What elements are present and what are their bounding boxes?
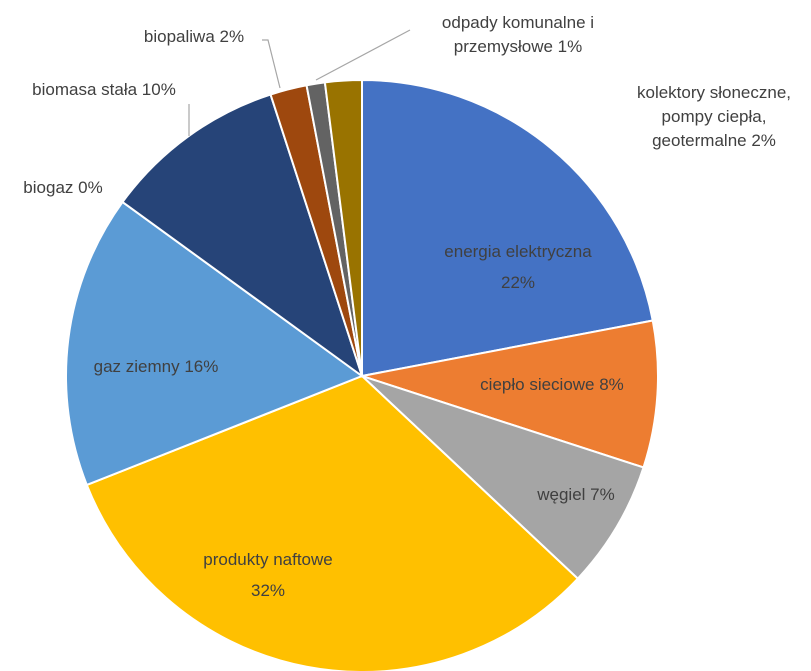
data-label-line: energia elektryczna <box>444 242 592 261</box>
data-label-line: odpady komunalne i <box>442 13 594 32</box>
pie-slice-ciepło-sieciowe <box>361 319 659 469</box>
data-label-line: 32% <box>251 581 285 600</box>
pie-slice-kolektory-słoneczne-pompy-ciepła-geotermalne <box>323 78 363 377</box>
data-label-kolektory-słoneczne-pompy-ciepła-geotermalne: kolektory słoneczne, pompy ciepła, geoterm… <box>637 83 791 150</box>
data-label-line: biopaliwa 2% <box>144 27 244 46</box>
data-label-line: biomasa stała 10% <box>32 80 176 99</box>
data-label-line: kolektory słoneczne, <box>637 83 791 102</box>
pie-slice-gaz-ziemny <box>65 200 365 487</box>
data-label-produkty-naftowe: produkty naftowe 32% <box>203 550 332 600</box>
data-label-line: geotermalne 2% <box>652 131 776 150</box>
data-label-odpady-komunalne-i-przemysłowe: odpady komunalne i przemysłowe 1% <box>442 13 594 56</box>
leader-lines <box>188 29 411 136</box>
data-label-biogaz: biogaz 0% <box>23 178 102 197</box>
pie-slice-produkty-naftowe <box>85 374 580 671</box>
data-label-energia-elektryczna: energia elektryczna 22% <box>444 242 592 292</box>
data-label-węgiel: węgiel 7% <box>536 485 615 504</box>
data-label-line: przemysłowe 1% <box>454 37 583 56</box>
pie-slice-energia-elektryczna <box>361 78 654 378</box>
data-label-line: węgiel 7% <box>536 485 615 504</box>
data-label-line: biogaz 0% <box>23 178 102 197</box>
pie-slice-węgiel <box>361 375 645 581</box>
data-label-line: gaz ziemny 16% <box>94 357 219 376</box>
data-label-biopaliwa: biopaliwa 2% <box>144 27 244 46</box>
data-label-ciepło-sieciowe: ciepło sieciowe 8% <box>480 375 624 394</box>
data-label-biomasa-stała: biomasa stała 10% <box>32 80 176 99</box>
data-label-line: pompy ciepła, <box>662 107 767 126</box>
data-label-gaz-ziemny: gaz ziemny 16% <box>94 357 219 376</box>
leader-line-odpady-komunalne-i-przemysłowe <box>315 29 411 81</box>
pie-slices <box>65 78 659 671</box>
data-labels: energia elektryczna 22% ciepło sieciowe 8%… <box>23 13 791 600</box>
leader-line-biopaliwa <box>262 39 281 89</box>
pie-slice-biomasa-stała <box>121 93 364 379</box>
data-label-line: 22% <box>501 273 535 292</box>
data-label-line: produkty naftowe <box>203 550 332 569</box>
data-label-line: ciepło sieciowe 8% <box>480 375 624 394</box>
